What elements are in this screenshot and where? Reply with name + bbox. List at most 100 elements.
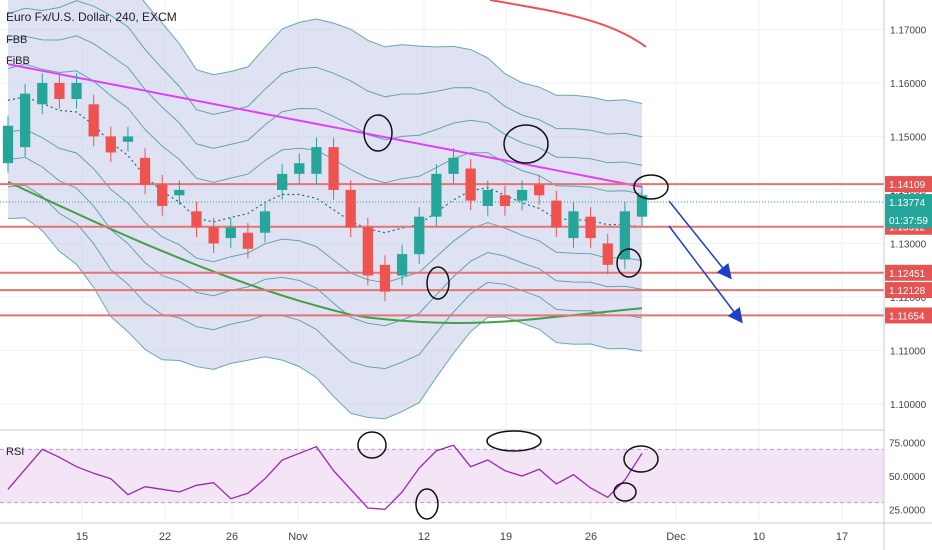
band-line-lower (7, 128, 643, 284)
indicator-fbb-label: FBB (6, 34, 28, 46)
candle-body (19, 93, 31, 148)
indicator-fibb-label: FiBB (6, 55, 30, 67)
candle-body (259, 211, 271, 233)
rsi-tick-label: 25.0000 (889, 505, 926, 516)
candle-body (242, 232, 254, 249)
price-tick-label: 1.10000 (890, 400, 927, 411)
candle-body (602, 243, 613, 265)
price-axis: 1.170001.160001.150001.140001.130001.120… (883, 0, 932, 550)
candle-body (585, 216, 596, 239)
candle-body (482, 189, 493, 206)
circle-annotation (503, 124, 549, 164)
candle-body (619, 211, 631, 260)
price-tick-label: 1.15000 (890, 132, 927, 143)
current-price-tag-bg (885, 194, 932, 229)
band-line-lower (7, 156, 643, 327)
time-tick-label: 26 (226, 531, 238, 543)
rsi-line (7, 444, 643, 510)
band-line-upper (142, 0, 643, 104)
rsi-circle-annotation (623, 445, 659, 473)
rsi-circle-annotation (613, 482, 637, 502)
circle-annotation (363, 114, 393, 152)
ma-magenta-line (7, 63, 643, 188)
candle-body (191, 211, 202, 228)
arrow-annotation (668, 200, 732, 280)
circle-annotation (633, 174, 669, 200)
time-tick-label: 22 (159, 531, 171, 543)
rsi-circle-annotation (415, 488, 439, 520)
level-tag-label: 1.12451 (889, 269, 926, 280)
candle-body (277, 173, 288, 190)
candle-body (71, 82, 82, 99)
price-tick-label: 1.17000 (890, 25, 927, 36)
rsi-tick-label: 75.0000 (889, 439, 926, 450)
level-tag-bg (885, 264, 932, 281)
candle-body (225, 227, 236, 239)
ma-green-line (7, 180, 643, 325)
bollinger-bands (7, 0, 643, 420)
time-tick-label: 10 (753, 531, 765, 543)
level-tag-bg (885, 176, 932, 193)
horizontal-levels (0, 183, 884, 317)
chart-title: Euro Fx/U.S. Dollar, 240, EXCM (6, 10, 177, 24)
rsi-circle-annotation (357, 431, 387, 459)
ma-red-line (489, 0, 647, 48)
current-price-label: 1.13774 (889, 198, 926, 209)
circle-annotation (616, 248, 642, 278)
time-tick-label: 19 (500, 531, 512, 543)
price-tick-label: 1.11000 (890, 346, 926, 357)
candle-body (37, 82, 48, 105)
annotations (363, 114, 743, 324)
candle-body (105, 136, 116, 153)
time-axis: 15 22 26 Nov 12 19 26 Dec 10 17 (0, 522, 932, 543)
candle-body (636, 195, 648, 217)
time-tick-label: 12 (418, 531, 430, 543)
candle-body (139, 157, 151, 185)
level-tag-label: 1.14109 (889, 180, 926, 191)
candle-body (431, 173, 442, 217)
rsi-circle-annotation (486, 430, 542, 452)
level-tag-bg (885, 307, 932, 324)
price-tick-label: 1.12000 (890, 293, 927, 304)
time-tick-label: Dec (666, 531, 686, 543)
candle-body (551, 200, 562, 228)
candle-body (88, 104, 99, 137)
band-fill (8, 0, 642, 419)
candle-body (157, 184, 168, 206)
time-tick-label: Nov (288, 531, 308, 543)
candle-body (294, 163, 305, 174)
arrow-annotation (668, 225, 743, 324)
candle-body (414, 216, 425, 255)
candle-body (54, 82, 65, 99)
time-tick-label: 26 (585, 531, 597, 543)
candle-body (345, 189, 356, 228)
level-tag-bg (885, 282, 932, 299)
candle-body (465, 168, 476, 201)
price-tick-label: 1.13000 (890, 239, 927, 250)
candle-body (311, 147, 322, 174)
candle-body (328, 147, 339, 190)
circle-annotation (426, 266, 450, 300)
level-tag-label: 1.13312 (889, 223, 926, 234)
candle-body (208, 227, 219, 244)
band-line-upper (7, 35, 643, 166)
price-tick-label: 1.16000 (890, 79, 927, 90)
candle-body (396, 254, 408, 276)
band-line-upper (7, 0, 643, 138)
countdown-label: 01:37:59 (889, 216, 928, 227)
candle-body (122, 136, 134, 142)
candle-body (448, 157, 459, 174)
rsi-band-fill (0, 449, 884, 503)
time-tick-label: 15 (76, 531, 88, 543)
candle-body (174, 189, 185, 196)
candle-body (379, 264, 391, 292)
candle-body (2, 125, 14, 164)
rsi-tick-label: 50.0000 (889, 472, 926, 483)
candle-body (499, 195, 511, 206)
level-tag-label: 1.11654 (889, 311, 925, 322)
time-tick-label: 17 (836, 531, 848, 543)
level-tag-label: 1.12128 (889, 286, 926, 297)
candle-body (568, 211, 579, 239)
